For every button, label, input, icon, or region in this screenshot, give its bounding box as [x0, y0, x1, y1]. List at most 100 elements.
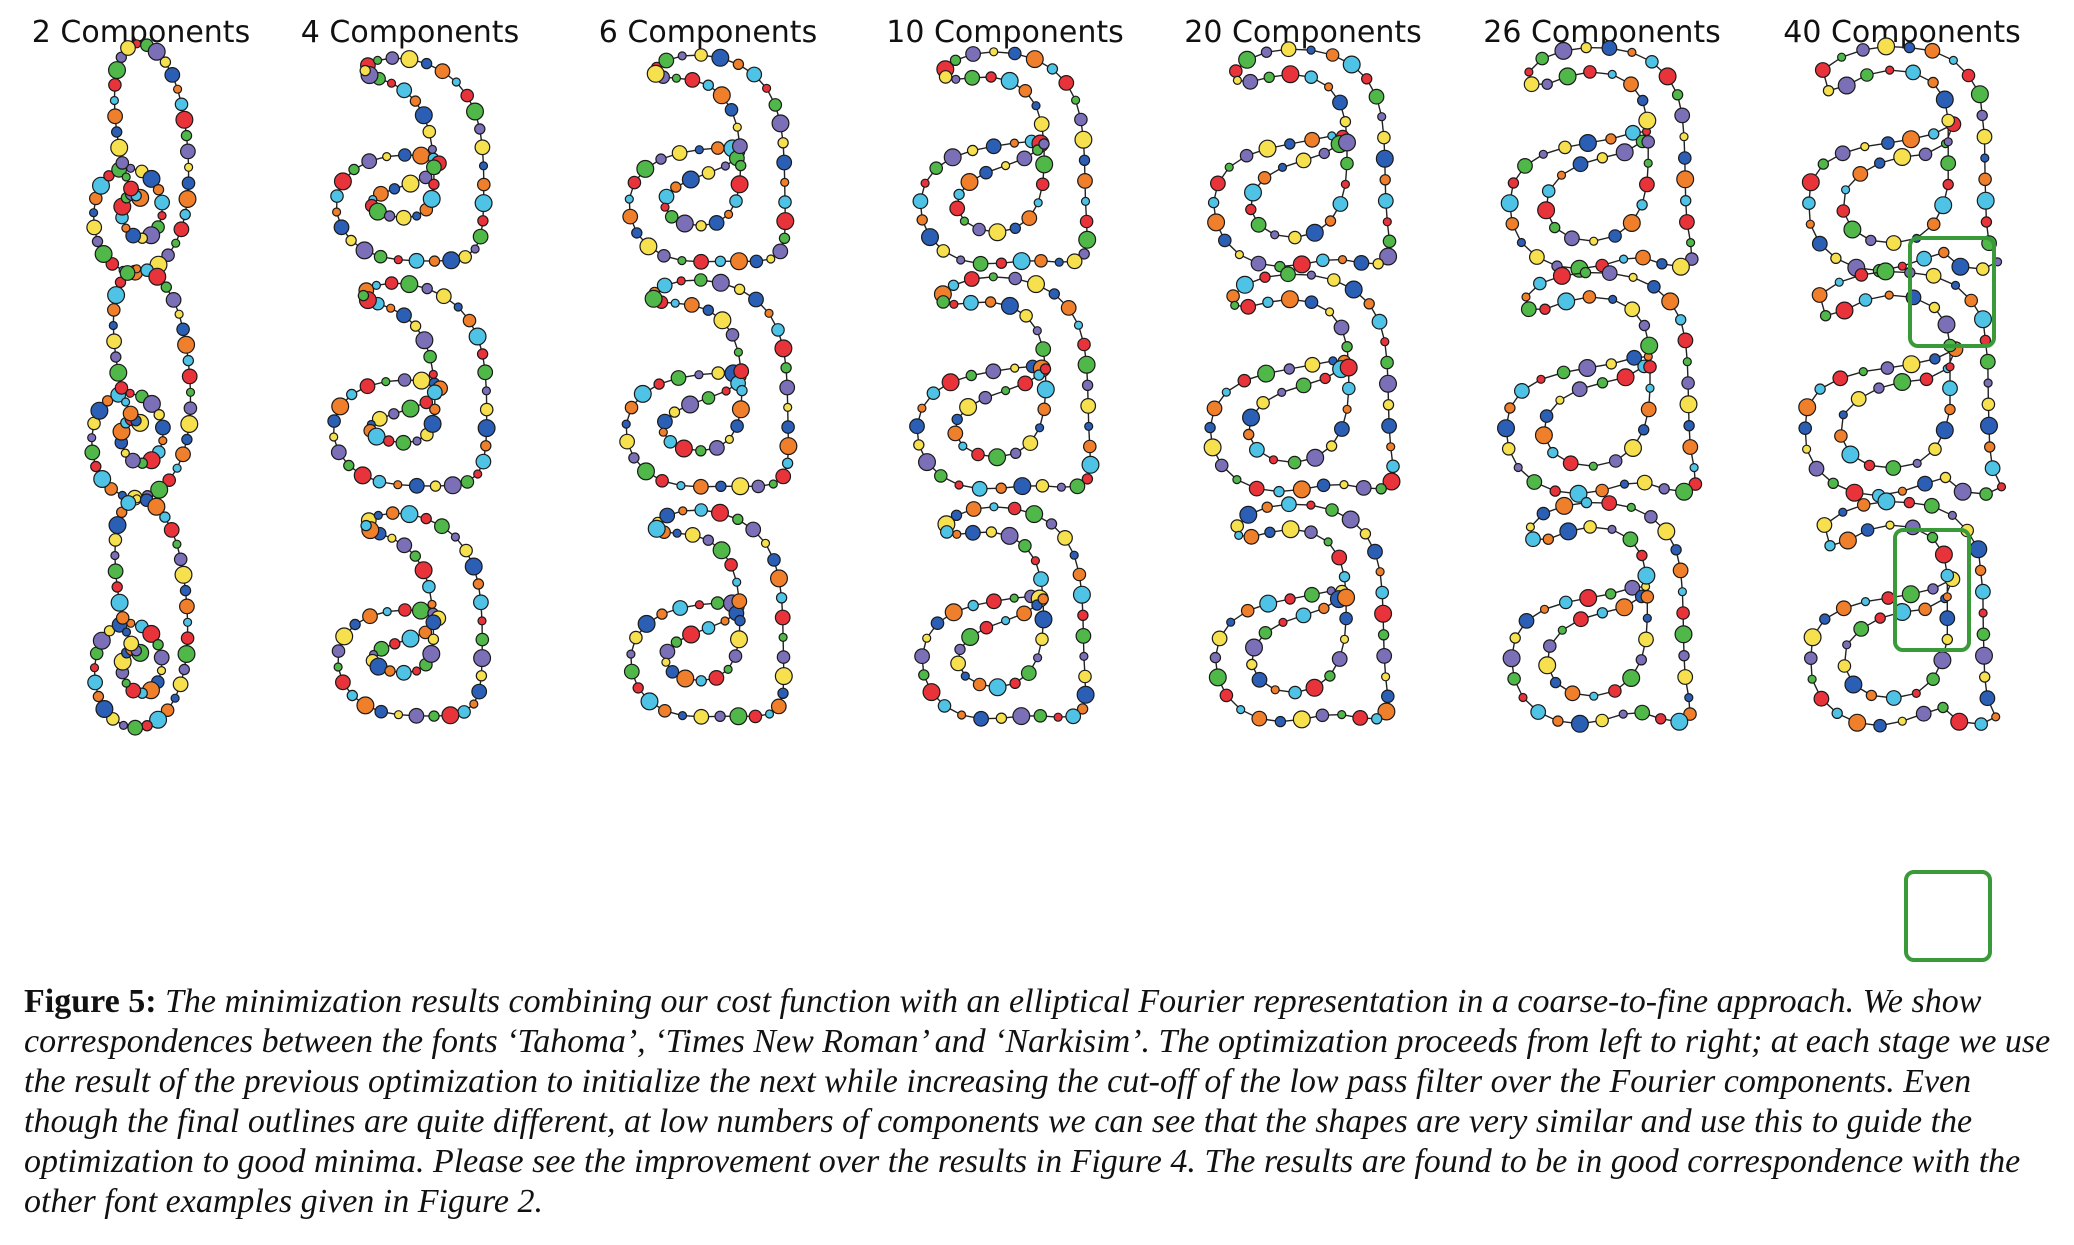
correspondence-point — [1860, 523, 1875, 537]
correspondence-point — [1054, 257, 1064, 267]
correspondence-point — [332, 207, 342, 217]
correspondence-point — [1077, 172, 1093, 189]
correspondence-point — [1678, 650, 1690, 662]
correspondence-point — [1901, 585, 1920, 604]
correspondence-point — [108, 533, 123, 547]
correspondence-point — [778, 195, 792, 209]
correspondence-point — [766, 254, 776, 264]
correspondence-point — [731, 477, 750, 496]
correspondence-point — [418, 625, 433, 640]
correspondence-point — [171, 238, 181, 248]
correspondence-point — [1246, 658, 1258, 671]
correspondence-point — [359, 64, 371, 77]
correspondence-point — [373, 510, 383, 521]
correspondence-point — [1375, 585, 1389, 600]
correspondence-point — [1637, 566, 1656, 585]
correspondence-point — [1243, 528, 1260, 545]
correspondence-point — [426, 159, 442, 176]
correspondence-point — [632, 682, 644, 694]
figure-panel: 2 Components 4 Components 6 Components 1… — [32, 15, 2021, 962]
correspondence-point — [1596, 607, 1609, 619]
correspondence-point — [736, 384, 748, 397]
correspondence-point — [1076, 703, 1089, 715]
correspondence-point — [995, 482, 1007, 494]
correspondence-point — [1037, 402, 1051, 417]
correspondence-point — [1817, 158, 1830, 170]
correspondence-point — [1081, 473, 1094, 485]
correspondence-point — [480, 440, 492, 452]
correspondence-point — [1242, 73, 1259, 90]
correspondence-point — [713, 311, 732, 330]
correspondence-point — [1672, 562, 1689, 579]
correspondence-point — [462, 313, 477, 328]
correspondence-point — [1873, 382, 1885, 394]
correspondence-point — [1923, 497, 1940, 514]
correspondence-point — [401, 629, 420, 648]
correspondence-point — [1856, 43, 1870, 57]
correspondence-point — [1060, 300, 1077, 316]
correspondence-point — [939, 525, 954, 539]
correspondence-point — [474, 139, 491, 156]
correspondence-point — [428, 178, 440, 190]
correspondence-point — [936, 295, 950, 309]
correspondence-point — [1324, 307, 1335, 317]
correspondence-point — [1670, 712, 1689, 731]
correspondence-point — [104, 482, 118, 496]
correspondence-point — [1595, 713, 1609, 728]
correspondence-point — [1327, 273, 1341, 287]
correspondence-point — [960, 173, 979, 192]
correspondence-point — [774, 609, 791, 626]
correspondence-point — [1905, 64, 1921, 81]
correspondence-point — [1608, 294, 1618, 304]
correspondence-point — [1595, 483, 1609, 498]
correspondence-point — [681, 170, 700, 189]
correspondence-point — [107, 61, 126, 80]
correspondence-point — [1832, 370, 1849, 387]
correspondence-point — [1543, 639, 1557, 653]
correspondence-point — [936, 244, 951, 258]
correspondence-point — [956, 255, 966, 265]
correspondence-point — [1557, 292, 1576, 311]
correspondence-point — [1571, 381, 1588, 398]
correspondence-point — [1816, 517, 1833, 533]
correspondence-point — [1556, 365, 1571, 380]
highlight-box-row-3 — [1904, 870, 1992, 962]
correspondence-point — [1642, 613, 1652, 623]
correspondence-point — [995, 257, 1008, 269]
correspondence-point — [748, 709, 763, 724]
correspondence-point — [1065, 708, 1082, 725]
correspondence-point — [769, 569, 788, 588]
correspondence-point — [1885, 65, 1895, 75]
correspondence-point — [780, 362, 792, 374]
correspondence-point — [1674, 107, 1691, 124]
correspondence-point — [694, 503, 708, 517]
correspondence-point — [702, 79, 715, 91]
correspondence-point — [1333, 421, 1350, 437]
correspondence-point — [87, 674, 103, 691]
correspondence-point — [1240, 298, 1257, 315]
correspondence-point — [1644, 509, 1658, 524]
correspondence-point — [1811, 287, 1828, 303]
correspondence-point — [110, 126, 123, 138]
correspondence-point — [174, 97, 189, 112]
correspondence-point — [960, 671, 970, 681]
correspondence-point — [1837, 659, 1852, 673]
correspondence-point — [730, 419, 744, 433]
correspondence-point — [177, 335, 196, 354]
correspondence-point — [916, 214, 928, 226]
correspondence-point — [702, 534, 715, 546]
correspondence-point — [950, 655, 966, 672]
correspondence-point — [1885, 690, 1902, 706]
correspondence-point — [1634, 704, 1651, 721]
correspondence-point — [1020, 665, 1037, 681]
correspondence-point — [1583, 65, 1597, 79]
correspondence-point — [1033, 571, 1049, 587]
correspondence-point — [1618, 254, 1629, 264]
correspondence-point — [723, 209, 734, 219]
correspondence-point — [771, 323, 785, 337]
correspondence-point — [1207, 213, 1226, 232]
correspondence-point — [1031, 101, 1041, 111]
correspondence-point — [1589, 236, 1599, 246]
correspondence-point — [1078, 230, 1097, 249]
correspondence-point — [91, 176, 110, 195]
